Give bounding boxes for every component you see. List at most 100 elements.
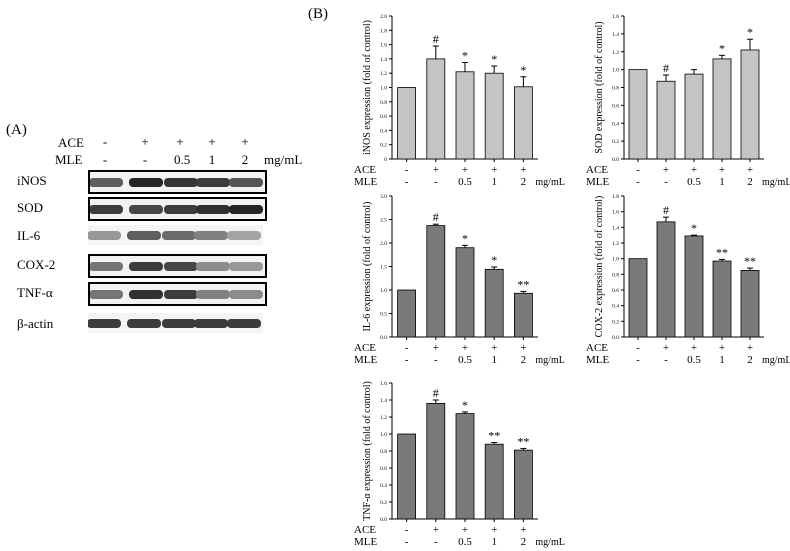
blot-band: [129, 290, 163, 299]
blot-band: [88, 319, 121, 328]
blot-band: [229, 262, 263, 271]
bar: [513, 292, 533, 338]
tnf-bar-chart: 0.0 0.2 0.4 0.6 0.8 1.0 1.2 1.4 1.6 TNF-α express…: [354, 381, 565, 548]
mle-value: 2: [521, 354, 527, 366]
ace-sign: +: [719, 342, 725, 354]
ace-sign: +: [433, 342, 439, 354]
ace-sign: +: [520, 164, 526, 176]
unit-label: mg/mL: [535, 355, 564, 366]
significance-mark: *: [719, 41, 725, 55]
y-tick-label: 1.0: [612, 257, 619, 263]
blot-band: [90, 290, 123, 299]
y-tick-label: 1.8: [612, 194, 619, 200]
il6-bar-chart: 0.0 0.5 1.0 1.5 2.0 2.5 3.0 IL-6 expression (fo…: [354, 194, 565, 366]
wb-ace-sign: +: [141, 134, 149, 149]
mle-row-label: MLE: [354, 354, 378, 366]
ace-sign: -: [405, 164, 409, 176]
significance-mark: *: [462, 398, 468, 412]
significance-mark: **: [744, 254, 756, 268]
y-tick-label: 1.2: [612, 50, 619, 56]
blot-band: [162, 319, 196, 328]
wb-ace-sign: +: [241, 134, 249, 149]
significance-mark: *: [491, 253, 497, 267]
y-tick-label: 0.4: [380, 483, 387, 489]
mle-row-label: MLE: [586, 176, 610, 188]
mle-value: 2: [747, 354, 753, 366]
y-tick-label: 0.0: [612, 157, 619, 163]
ace-sign: -: [636, 164, 640, 176]
mle-row-label: MLE: [586, 354, 610, 366]
significance-mark: **: [488, 429, 500, 443]
significance-mark: *: [462, 231, 468, 245]
wb-mle-label: MLE: [55, 152, 83, 167]
mle-row-label: MLE: [354, 176, 378, 188]
bar: [397, 87, 416, 160]
blot-band: [227, 231, 261, 240]
mle-value: 1: [491, 536, 497, 548]
mle-value: 2: [521, 536, 527, 548]
blot-strip: [88, 282, 267, 306]
bar: [397, 433, 416, 520]
y-axis-title: SOD expression (fold of control): [594, 21, 605, 153]
bar: [455, 247, 475, 338]
mle-value: -: [405, 176, 409, 188]
y-tick-label: 0.4: [612, 304, 619, 310]
ace-sign: +: [462, 164, 468, 176]
ace-sign: +: [520, 342, 526, 354]
blot-band: [229, 290, 263, 299]
blot-band: [194, 231, 228, 240]
blot-label: iNOS: [17, 173, 47, 188]
ace-sign: +: [719, 164, 725, 176]
mle-value: 0.5: [458, 354, 472, 366]
bar: [628, 258, 648, 338]
blot-label: IL-6: [17, 228, 41, 243]
y-tick-label: 0.4: [612, 121, 619, 127]
y-tick-label: 1.4: [612, 225, 619, 231]
significance-mark: *: [462, 48, 468, 62]
ace-sign: +: [663, 342, 669, 354]
mle-value: 0.5: [687, 176, 701, 188]
y-axis-title: iNOS expression (fold of control): [362, 20, 373, 155]
significance-mark: **: [716, 245, 728, 259]
mle-value: 2: [521, 176, 527, 188]
blot-band: [129, 178, 163, 187]
y-tick-label: 0.4: [380, 128, 387, 134]
y-tick-label: 1.4: [612, 32, 619, 38]
ace-sign: +: [491, 524, 497, 536]
y-tick-label: 0.2: [380, 143, 387, 149]
ace-sign: +: [663, 164, 669, 176]
mle-value: -: [405, 536, 409, 548]
mle-value: 2: [747, 176, 753, 188]
ace-row-label: ACE: [586, 342, 608, 354]
y-tick-label: 1.0: [380, 86, 387, 92]
bar: [455, 71, 475, 160]
mle-value: -: [434, 536, 438, 548]
mle-value: -: [636, 354, 640, 366]
wb-mle-sign: 2: [241, 152, 249, 167]
y-tick-label: 1.2: [380, 415, 387, 421]
y-tick-label: 0.6: [380, 466, 387, 472]
blot-label: β-actin: [17, 316, 54, 331]
blot-label: SOD: [17, 200, 44, 215]
wb-ace-label: ACE: [58, 135, 84, 150]
mle-value: -: [434, 354, 438, 366]
y-tick-label: 1.0: [380, 432, 387, 438]
blot-band: [194, 319, 228, 328]
bar: [484, 72, 504, 160]
y-tick-label: 0: [384, 157, 387, 163]
ace-sign: -: [405, 524, 409, 536]
significance-mark: *: [747, 25, 753, 39]
ace-sign: +: [491, 164, 497, 176]
y-tick-label: 1.5: [380, 265, 387, 271]
y-tick-label: 0.2: [612, 319, 619, 325]
y-tick-label: 1.2: [380, 71, 387, 77]
bar: [484, 268, 504, 338]
y-tick-label: 1.4: [380, 398, 387, 404]
bar: [426, 402, 446, 520]
bar: [684, 73, 704, 160]
wb-ace-sign: +: [208, 134, 216, 149]
y-axis-title: TNF-α expression (fold of control): [362, 381, 373, 521]
significance-mark: #: [433, 210, 439, 224]
blot-band: [229, 178, 263, 187]
bar: [455, 413, 475, 520]
